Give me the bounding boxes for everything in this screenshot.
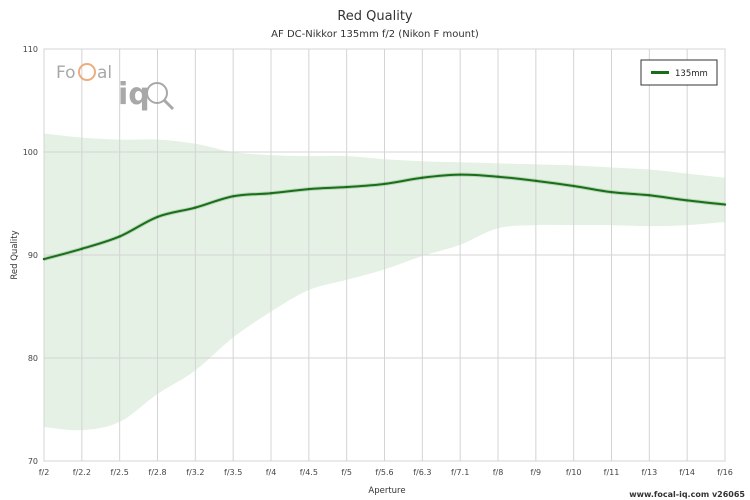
logo-fo-text: Fo bbox=[56, 63, 76, 83]
x-tick-label: f/2 bbox=[39, 468, 50, 477]
y-tick-label: 100 bbox=[23, 148, 38, 157]
x-tick-label: f/3.2 bbox=[186, 468, 204, 477]
data-point bbox=[194, 206, 197, 209]
x-tick-label: f/7.1 bbox=[451, 468, 469, 477]
x-tick-label: f/11 bbox=[604, 468, 620, 477]
logo-al-text: al bbox=[97, 63, 112, 83]
data-point bbox=[118, 235, 121, 238]
x-tick-label: f/5 bbox=[341, 468, 352, 477]
x-tick-label: f/6.3 bbox=[413, 468, 431, 477]
x-tick-label: f/10 bbox=[566, 468, 582, 477]
y-tick-label: 80 bbox=[28, 354, 38, 363]
series-lines bbox=[42, 172, 727, 262]
x-tick-label: f/13 bbox=[641, 468, 657, 477]
footer-credit[interactable]: www.focal-iq.com v26065 bbox=[629, 490, 745, 499]
data-point bbox=[534, 179, 538, 183]
magnifier-handle-icon bbox=[162, 98, 175, 111]
data-point bbox=[685, 199, 689, 202]
data-point bbox=[80, 247, 84, 251]
y-tick-label: 70 bbox=[28, 457, 38, 466]
x-tick-label: f/4.5 bbox=[300, 468, 318, 477]
x-tick-label: f/8 bbox=[493, 468, 504, 477]
axis-ticks: f/2 f/2.2 f/2.5 f/2.8 f/3.2 f/3.5 f/4 f/4.5 f/5 f… bbox=[23, 45, 733, 477]
x-tick-label: f/14 bbox=[679, 468, 695, 477]
data-point bbox=[458, 173, 462, 176]
logo-c-icon bbox=[78, 63, 96, 81]
x-tick-label: f/4 bbox=[266, 468, 277, 477]
magnifier-icon bbox=[146, 82, 168, 104]
chart-subtitle: AF DC-Nikkor 135mm f/2 (Nikon F mount) bbox=[271, 29, 479, 40]
range-band bbox=[44, 133, 725, 431]
x-tick-label: f/16 bbox=[717, 468, 733, 477]
legend[interactable]: 135mm bbox=[640, 59, 718, 86]
legend-label: 135mm bbox=[675, 69, 708, 79]
x-tick-label: f/2.2 bbox=[73, 468, 91, 477]
data-point bbox=[269, 192, 273, 195]
data-point bbox=[156, 215, 159, 219]
x-tick-label: f/9 bbox=[531, 468, 542, 477]
y-tick-label: 110 bbox=[23, 45, 38, 54]
x-tick-label: f/3.5 bbox=[224, 468, 242, 477]
chart-title: Red Quality bbox=[337, 9, 413, 24]
logo-iq-text: iq bbox=[118, 77, 150, 112]
x-tick-label: f/2.8 bbox=[148, 468, 166, 477]
grid bbox=[43, 48, 726, 462]
data-point bbox=[610, 190, 613, 194]
data-point bbox=[421, 176, 424, 179]
data-point bbox=[42, 257, 46, 261]
watermark-logo: Fo al iq bbox=[56, 63, 175, 112]
data-point bbox=[723, 203, 727, 206]
data-point bbox=[307, 187, 311, 191]
x-tick-label: f/2.5 bbox=[111, 468, 129, 477]
data-point bbox=[383, 182, 386, 186]
y-axis-label: Red Quality bbox=[10, 230, 20, 279]
data-point bbox=[231, 195, 235, 198]
y-tick-label: 90 bbox=[28, 251, 38, 260]
x-tick-label: f/5.6 bbox=[375, 468, 393, 477]
data-point bbox=[496, 175, 500, 178]
data-point bbox=[648, 194, 651, 197]
data-point bbox=[572, 184, 575, 188]
x-axis-label: Aperture bbox=[368, 486, 405, 496]
quality-range-band bbox=[44, 133, 725, 431]
data-point bbox=[345, 185, 348, 189]
